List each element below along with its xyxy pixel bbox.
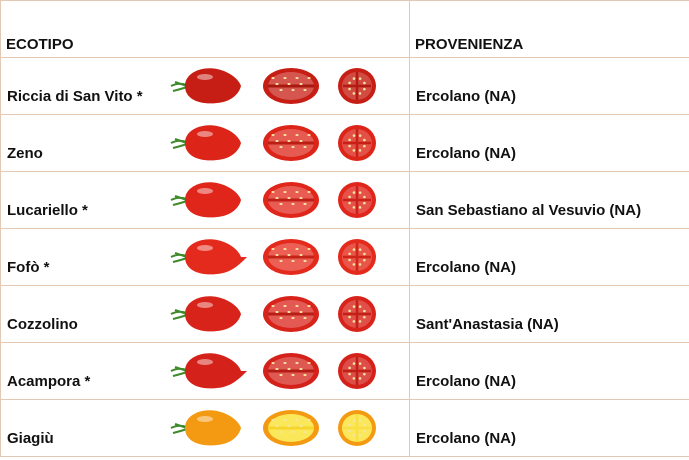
tomato-image [170,296,376,332]
table-row: Acampora * Ercolano (NA) [0,342,689,400]
tomato-image [170,410,376,446]
header-row: ECOTIPO PROVENIENZA [0,0,689,58]
tomato-image [170,239,376,275]
header-cell-origin: PROVENIENZA [409,0,689,58]
ecotype-name: Zeno [7,145,43,162]
tomato-image [170,125,376,161]
ecotype-name: Riccia di San Vito * [7,88,143,105]
ecotype-cell: Giagiù [1,400,409,456]
origin-value: Ercolano (NA) [416,373,517,390]
table-row: Lucariello * San Sebastiano al Vesuvio (… [0,171,689,229]
origin-value: Ercolano (NA) [416,259,517,276]
origin-value: Ercolano (NA) [416,145,517,162]
ecotype-name: Lucariello * [7,202,88,219]
tomato-image [170,182,376,218]
ecotype-cell: Acampora * [1,343,409,399]
origin-value: Ercolano (NA) [416,430,517,447]
ecotype-name: Giagiù [7,430,54,447]
tomato-image [170,353,376,389]
ecotype-cell: Riccia di San Vito * [1,58,409,114]
table-row: Fofò * Ercolano (NA) [0,228,689,286]
table-row: Giagiù Ercolano (NA) [0,399,689,457]
table-row: Riccia di San Vito * Ercolano (NA) [0,57,689,115]
tomato-image [170,68,376,104]
header-origin: PROVENIENZA [415,36,524,53]
origin-value: Ercolano (NA) [416,88,517,105]
header-ecotype: ECOTIPO [6,36,74,53]
header-cell-ecotype: ECOTIPO [0,0,410,58]
ecotype-name: Fofò * [7,259,50,276]
ecotype-cell: Cozzolino [1,286,409,342]
table-row: Cozzolino Sant'Anastasia (NA) [0,285,689,343]
ecotype-name: Acampora * [7,373,91,390]
ecotype-name: Cozzolino [7,316,78,333]
ecotype-cell: Lucariello * [1,172,409,228]
ecotype-cell: Fofò * [1,229,409,285]
origin-value: Sant'Anastasia (NA) [416,316,559,333]
table-row: Zeno Ercolano (NA) [0,114,689,172]
ecotype-cell: Zeno [1,115,409,171]
origin-value: San Sebastiano al Vesuvio (NA) [416,202,642,219]
